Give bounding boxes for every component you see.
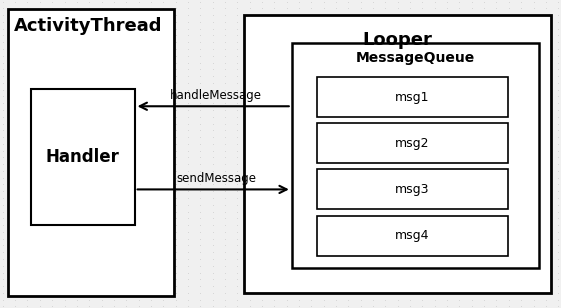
Text: ActivityThread: ActivityThread xyxy=(14,17,163,35)
Text: Looper: Looper xyxy=(363,31,433,49)
Bar xyxy=(317,123,508,163)
Bar xyxy=(317,169,508,209)
Text: MessageQueue: MessageQueue xyxy=(356,51,475,65)
Text: msg3: msg3 xyxy=(395,183,430,196)
Bar xyxy=(244,15,551,293)
Bar xyxy=(8,9,174,296)
Text: msg2: msg2 xyxy=(395,137,430,150)
Bar xyxy=(317,77,508,117)
Text: Handler: Handler xyxy=(45,148,119,166)
Bar xyxy=(31,89,135,225)
Bar xyxy=(317,216,508,256)
Text: msg4: msg4 xyxy=(395,229,430,242)
Bar xyxy=(292,43,539,268)
Text: msg1: msg1 xyxy=(395,91,430,103)
Text: sendMessage: sendMessage xyxy=(176,172,256,185)
Text: handleMessage: handleMessage xyxy=(170,89,262,102)
